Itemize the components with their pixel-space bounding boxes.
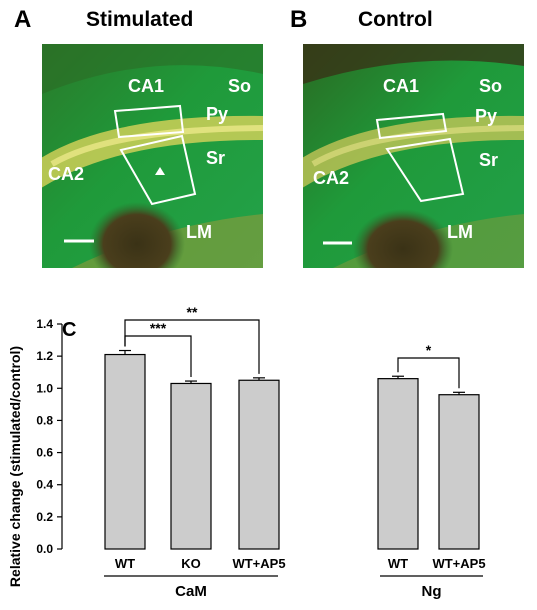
panel-a-letter: A [14, 6, 32, 33]
bar [170, 382, 212, 550]
label-so: So [479, 76, 503, 96]
panel-b-letter: B [290, 6, 308, 33]
x-tick-label: WT+AP5 [232, 556, 285, 571]
bar [104, 353, 146, 550]
y-tick-label: 1.0 [36, 381, 53, 395]
label-lm: LM [447, 222, 473, 242]
label-ca2: CA2 [313, 168, 350, 188]
x-tick-label: WT+AP5 [432, 556, 485, 571]
significance-label: *** [150, 320, 167, 336]
y-tick-label: 0.2 [36, 510, 53, 524]
significance-bracket [124, 319, 260, 374]
y-tick-label: 0.6 [36, 446, 53, 460]
micrograph-stimulated: CA1 So Py CA2 Sr LM [42, 44, 263, 268]
x-tick-label: WT [115, 556, 135, 571]
significance-bracket [397, 357, 460, 389]
label-py: Py [475, 106, 498, 126]
significance-label: ** [187, 304, 198, 320]
label-py: Py [206, 104, 229, 124]
micrograph-control: CA1 So Py CA2 Sr LM [303, 44, 524, 268]
bar [438, 394, 480, 550]
label-ca2: CA2 [48, 164, 85, 184]
y-tick-label: 0.4 [36, 478, 53, 492]
label-so: So [228, 76, 252, 96]
label-sr: Sr [206, 148, 226, 168]
label-lm: LM [186, 222, 212, 242]
label-ca1: CA1 [128, 76, 165, 96]
group-label: CaM [175, 583, 207, 600]
significance-label: * [426, 342, 432, 358]
bar [238, 379, 280, 550]
y-tick-label: 1.2 [36, 349, 53, 363]
bar-chart: C 0.0 0.2 0.4 0.6 0.8 1.0 1.2 1.4 Relative chang… [7, 304, 486, 600]
label-sr: Sr [479, 150, 499, 170]
label-ca1: CA1 [383, 76, 420, 96]
y-tick-label: 0.8 [36, 413, 53, 427]
x-tick-label: KO [181, 556, 201, 571]
panel-b-title: Control [358, 8, 433, 31]
y-tick-label: 1.4 [36, 317, 53, 331]
panel-c-letter: C [62, 319, 76, 341]
x-tick-label: WT [388, 556, 408, 571]
arrowhead-icon [155, 167, 165, 175]
y-axis-label: Relative change (stimulated/control) [7, 346, 23, 587]
group-label: Ng [422, 583, 442, 600]
panel-a-title: Stimulated [86, 8, 194, 31]
y-tick-label: 0.0 [36, 542, 53, 556]
bar [377, 378, 419, 550]
